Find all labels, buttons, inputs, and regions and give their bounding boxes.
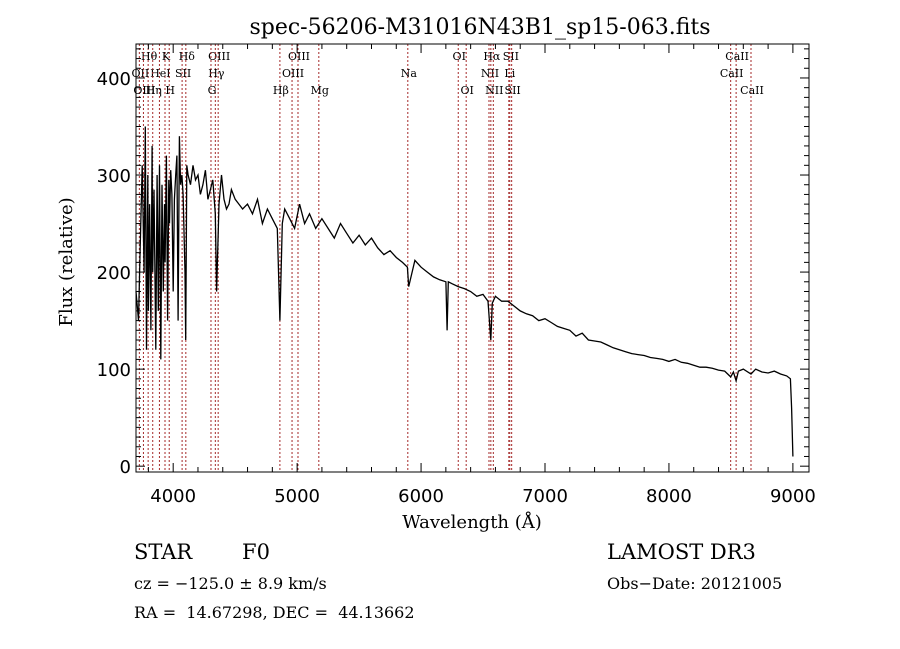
line-label: Hα	[483, 50, 501, 63]
line-label: HeI	[150, 67, 170, 80]
x-tick-label: 6000	[398, 486, 444, 507]
y-axis: 0 100 200 300 400	[97, 48, 809, 478]
line-label: CaII	[740, 84, 764, 97]
line-label: Li	[504, 67, 515, 80]
x-tick-label: 4000	[150, 486, 196, 507]
line-label: Hθ	[141, 50, 158, 63]
line-label: OIII	[288, 50, 310, 63]
line-label: Hδ	[179, 50, 196, 63]
line-label: SII	[503, 50, 519, 63]
x-tick-label: 8000	[646, 486, 692, 507]
line-label: CaII	[720, 67, 744, 80]
y-tick-label: 0	[120, 457, 131, 478]
line-label: SII	[505, 84, 521, 97]
line-label: Hη	[146, 84, 162, 97]
y-tick-label: 300	[97, 166, 131, 187]
survey-name: LAMOST DR3	[607, 540, 756, 564]
line-label: K	[162, 50, 171, 63]
line-label: NII	[485, 84, 503, 97]
line-label: OI	[460, 84, 473, 97]
y-axis-label: Flux (relative)	[56, 197, 77, 326]
line-label: H	[165, 84, 175, 97]
redshift-readout: cz = −125.0 ± 8.9 km/s	[134, 574, 327, 593]
plot-frame	[135, 43, 810, 473]
spectrum-line	[135, 126, 794, 457]
x-axis-label: Wavelength (Å)	[402, 511, 542, 533]
line-label: Na	[401, 67, 418, 80]
x-axis: 4000 5000 6000 7000 8000 9000	[147, 44, 816, 507]
coordinates-readout: RA = 14.67298, DEC = 44.13662	[134, 603, 415, 622]
x-tick-label: 9000	[770, 486, 816, 507]
object-class: STAR	[134, 540, 193, 564]
y-tick-label: 200	[97, 263, 131, 284]
line-label: CaII	[725, 50, 749, 63]
line-label: OI	[453, 50, 466, 63]
line-label: Hβ	[273, 84, 289, 97]
line-label: OIII	[208, 50, 230, 63]
line-label: Hγ	[208, 67, 225, 80]
x-tick-label: 7000	[522, 486, 568, 507]
observation-date: Obs−Date: 20121005	[607, 574, 783, 593]
line-label: SII	[175, 67, 191, 80]
line-label: G	[208, 84, 217, 97]
y-tick-label: 400	[97, 69, 131, 90]
line-label: Mg	[311, 84, 329, 97]
y-tick-label: 100	[97, 360, 131, 381]
line-label: OIII	[282, 67, 304, 80]
line-label: NII	[481, 67, 499, 80]
spectral-subclass: F0	[242, 540, 270, 564]
x-tick-label: 5000	[274, 486, 320, 507]
chart-title: spec-56206-M31016N43B1_sp15-063.fits	[249, 15, 710, 40]
